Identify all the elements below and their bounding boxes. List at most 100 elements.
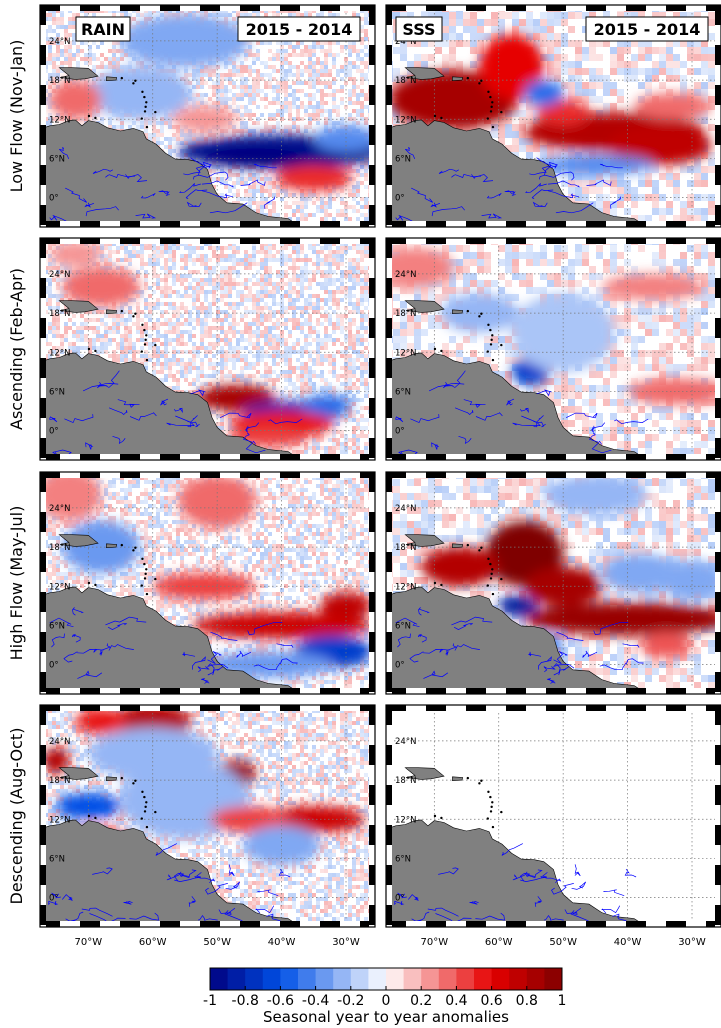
anomaly-cell bbox=[312, 85, 316, 89]
anomaly-cell bbox=[687, 117, 694, 124]
anomaly-cell bbox=[244, 65, 248, 69]
anomaly-cell bbox=[320, 61, 324, 65]
anomaly-cell bbox=[148, 133, 152, 137]
anomaly-cell bbox=[603, 40, 610, 47]
anomaly-cell bbox=[356, 266, 360, 270]
anomaly-cell bbox=[568, 173, 575, 180]
anomaly-cell bbox=[308, 125, 312, 129]
anomaly-cell bbox=[168, 125, 172, 129]
anomaly-cell bbox=[120, 117, 124, 121]
anomaly-cell bbox=[256, 205, 260, 209]
anomaly-cell bbox=[168, 266, 172, 270]
anomaly-cell bbox=[421, 54, 428, 61]
anomaly-cell bbox=[300, 81, 304, 85]
anomaly-cell bbox=[48, 117, 52, 121]
anomaly-cell bbox=[336, 89, 340, 93]
anomaly-cell bbox=[252, 85, 256, 89]
anomaly-cell bbox=[232, 270, 236, 274]
anomaly-cell bbox=[708, 166, 715, 173]
anomaly-cell bbox=[248, 85, 252, 89]
anomaly-cell bbox=[442, 12, 449, 19]
anomaly-cell bbox=[360, 173, 364, 177]
anomaly-cell bbox=[308, 101, 312, 105]
anomaly-cell bbox=[328, 278, 332, 282]
anomaly-cell bbox=[356, 13, 360, 17]
anomaly-cell bbox=[260, 193, 264, 197]
anomaly-cell bbox=[220, 258, 224, 262]
anomaly-cell bbox=[240, 129, 244, 133]
anomaly-cell bbox=[268, 201, 272, 205]
anomaly-cell bbox=[248, 129, 252, 133]
anomaly-cell bbox=[252, 201, 256, 205]
anomaly-cell bbox=[364, 17, 368, 21]
anomaly-cell bbox=[348, 97, 352, 101]
anomaly-cell bbox=[280, 85, 284, 89]
anomaly-cell bbox=[224, 89, 228, 93]
anomaly-cell bbox=[701, 208, 708, 215]
anomaly-cell bbox=[328, 282, 332, 286]
anomaly-cell bbox=[260, 97, 264, 101]
river bbox=[49, 214, 69, 223]
anomaly-cell bbox=[324, 69, 328, 73]
anomaly-cell bbox=[252, 173, 256, 177]
island bbox=[145, 125, 149, 129]
anomaly-cell bbox=[296, 109, 300, 113]
anomaly-cell bbox=[236, 97, 240, 101]
anomaly-cell bbox=[60, 278, 64, 282]
anomaly-cell bbox=[272, 85, 276, 89]
anomaly-cell bbox=[140, 13, 144, 17]
anomaly-cell bbox=[348, 101, 352, 105]
anomaly-cell bbox=[252, 97, 256, 101]
anomaly-cell bbox=[673, 187, 680, 194]
anomaly-cell bbox=[407, 12, 414, 19]
anomaly-cell bbox=[316, 209, 320, 213]
anomaly-cell bbox=[364, 61, 368, 65]
anomaly-cell bbox=[533, 40, 540, 47]
anomaly-cell bbox=[64, 61, 68, 65]
anomaly-cell bbox=[554, 33, 561, 40]
anomaly-cell bbox=[224, 129, 228, 133]
anomaly-cell bbox=[268, 278, 272, 282]
anomaly-cell bbox=[352, 13, 356, 17]
anomaly-cell bbox=[264, 177, 268, 181]
anomaly-cell bbox=[240, 169, 244, 173]
anomaly-cell bbox=[272, 201, 276, 205]
anomaly-cell bbox=[224, 258, 228, 262]
y-tick-label: 12°N bbox=[395, 115, 416, 125]
anomaly-cell bbox=[596, 201, 603, 208]
anomaly-cell bbox=[172, 278, 176, 282]
anomaly-cell bbox=[236, 201, 240, 205]
river bbox=[599, 163, 623, 169]
anomaly-cell bbox=[256, 278, 260, 282]
anomaly-cell bbox=[136, 254, 140, 258]
anomaly-cell bbox=[236, 105, 240, 109]
anomaly-cell bbox=[364, 205, 368, 209]
anomaly-cell bbox=[312, 129, 316, 133]
anomaly-cell bbox=[276, 109, 280, 113]
anomaly-cell bbox=[244, 53, 248, 57]
anomaly-cell bbox=[256, 81, 260, 85]
anomaly-cell bbox=[184, 274, 188, 278]
anomaly-cell bbox=[360, 266, 364, 270]
anomaly-cell bbox=[148, 65, 152, 69]
anomaly-cell bbox=[320, 109, 324, 113]
anomaly-cell bbox=[360, 165, 364, 169]
anomaly-cell bbox=[304, 213, 308, 217]
anomaly-cell bbox=[196, 101, 200, 105]
anomaly-cell bbox=[336, 258, 340, 262]
anomaly-cell bbox=[252, 282, 256, 286]
anomaly-cell bbox=[292, 258, 296, 262]
anomaly-cell bbox=[188, 73, 192, 77]
anomaly-cell bbox=[288, 266, 292, 270]
anomaly-cell bbox=[124, 254, 128, 258]
anomaly-cell bbox=[344, 274, 348, 278]
anomaly-cell bbox=[324, 125, 328, 129]
anomaly-cell bbox=[554, 75, 561, 82]
anomaly-cell bbox=[332, 270, 336, 274]
anomaly-cell bbox=[84, 77, 88, 81]
anomaly-cell bbox=[48, 258, 52, 262]
anomaly-cell bbox=[72, 270, 76, 274]
anomaly-cell bbox=[519, 138, 526, 145]
anomaly-cell bbox=[364, 21, 368, 25]
anomaly-cell bbox=[204, 270, 208, 274]
